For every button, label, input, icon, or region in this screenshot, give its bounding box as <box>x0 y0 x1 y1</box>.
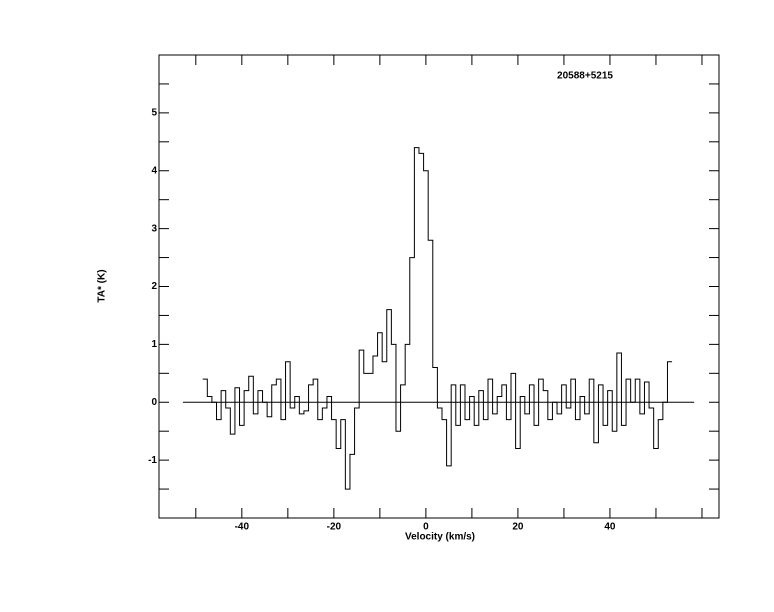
x-tick-label: -20 <box>327 522 342 533</box>
chart-title: 20588+5215 <box>557 71 613 82</box>
y-tick-label: 0 <box>151 397 157 408</box>
x-tick-label: 40 <box>604 522 616 533</box>
y-tick-label: -1 <box>148 455 157 466</box>
y-tick-label: 1 <box>151 339 157 350</box>
y-tick-label: 5 <box>151 108 157 119</box>
x-tick-label: 20 <box>512 522 524 533</box>
x-tick-label: -40 <box>235 522 250 533</box>
y-tick-label: 2 <box>151 281 157 292</box>
x-axis-label: Velocity (km/s) <box>405 532 475 543</box>
spectrum <box>202 147 673 490</box>
x-tick-label: 0 <box>423 522 429 533</box>
y-axis-label: TA* (K) <box>97 269 108 302</box>
y-tick-label: 4 <box>151 165 157 176</box>
y-tick-label: 3 <box>151 223 157 234</box>
plot-frame <box>158 54 720 519</box>
